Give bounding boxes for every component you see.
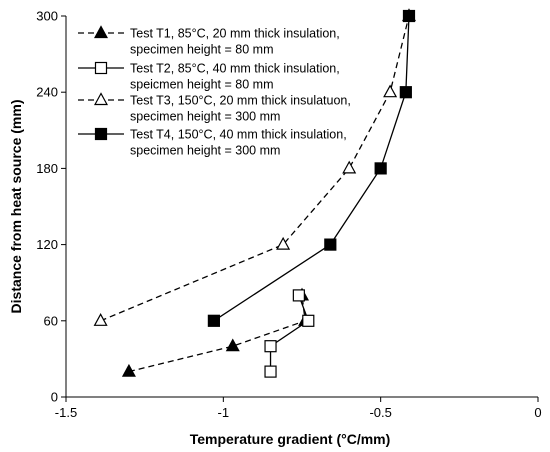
x-axis-title: Temperature gradient (°C/mm) [190, 431, 391, 447]
legend-label-3: specimen height = 300 mm [130, 110, 280, 124]
legend-label-1: specimen height = 80 mm [130, 43, 273, 57]
y-tick-label: 0 [51, 390, 58, 405]
series-2-line [269, 295, 310, 372]
series-1-line [128, 295, 306, 373]
legend-marker-2 [94, 61, 108, 75]
legend-label-4: specimen height = 300 mm [130, 144, 280, 158]
series-4-point [324, 238, 337, 251]
series-4-point [399, 86, 412, 99]
x-tick-label: -1.5 [55, 405, 77, 420]
series-2-point [264, 365, 277, 378]
series-4-point [207, 314, 220, 327]
legend-label-1: Test T1, 85°C, 20 mm thick insulation, [130, 27, 340, 41]
y-tick-label: 180 [36, 161, 58, 176]
y-tick-label: 240 [36, 85, 58, 100]
series-1-point [225, 338, 240, 352]
legend-label-2: Test T2, 85°C, 40 mm thick insulation, [130, 62, 340, 76]
series-3-line [100, 15, 410, 322]
series-3-point [93, 313, 108, 326]
x-tick-label: -0.5 [369, 405, 391, 420]
legend: Test T1, 85°C, 20 mm thick insulation, sp… [78, 25, 351, 158]
series-2-point [302, 314, 315, 327]
series-2-point [292, 289, 305, 302]
axes: -1.5 -1 -0.5 0 0 60 120 180 240 300 Temperature gr… [8, 9, 542, 448]
legend-label-3: Test T3, 150°C, 20 mm thick insulatuon, [130, 94, 351, 108]
y-axis-title: Distance from heat source (mm) [8, 100, 24, 314]
x-tick-label: -1 [218, 405, 230, 420]
plot-area [93, 8, 416, 378]
series-3-point [342, 160, 357, 174]
legend-label-4: Test T4, 150°C, 40 mm thick insulation, [130, 128, 347, 142]
legend-marker-1 [93, 25, 109, 39]
series-2-point [264, 340, 277, 353]
series-3-point [383, 84, 398, 98]
legend-label-2: speicmen height = 80 mm [130, 78, 273, 92]
y-tick-label: 60 [44, 313, 58, 328]
series-3-point [276, 236, 291, 250]
series-4-point [402, 9, 416, 23]
x-tick-label: 0 [534, 405, 541, 420]
y-tick-label: 300 [36, 9, 58, 24]
y-tick-label: 120 [36, 237, 58, 252]
series-4-point [374, 162, 387, 175]
series-1-point [121, 363, 136, 377]
legend-marker-3 [93, 92, 109, 106]
legend-marker-4 [94, 127, 108, 141]
